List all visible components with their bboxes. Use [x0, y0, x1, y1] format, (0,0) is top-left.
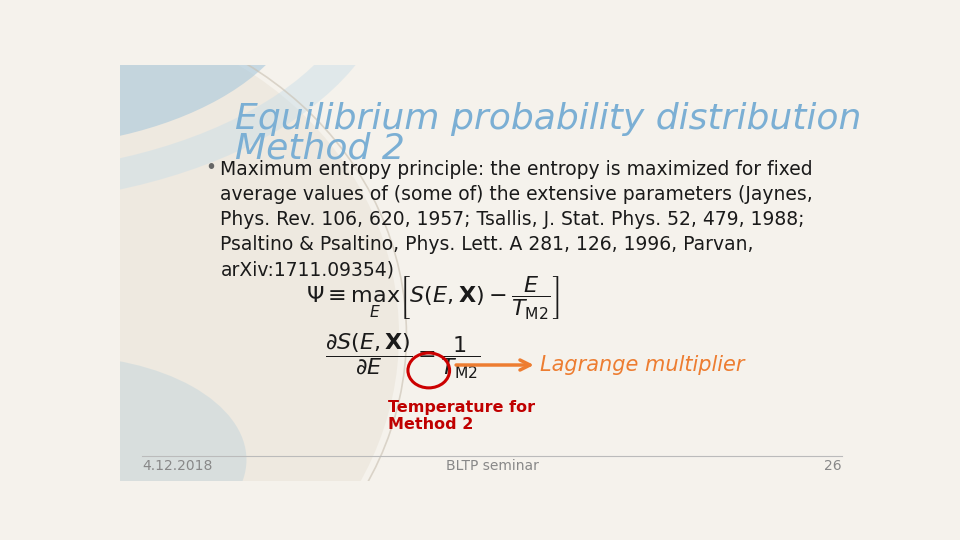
Text: Maximum entropy principle: the entropy is maximized for fixed: Maximum entropy principle: the entropy i… [221, 160, 813, 179]
Text: Method 2: Method 2 [235, 131, 405, 165]
Text: Equilibrium probability distribution: Equilibrium probability distribution [235, 102, 862, 136]
Text: 26: 26 [824, 458, 842, 472]
Text: •: • [205, 158, 217, 177]
Ellipse shape [0, 13, 399, 540]
Text: Lagrange multiplier: Lagrange multiplier [540, 355, 745, 375]
Ellipse shape [0, 0, 306, 148]
Text: Phys. Rev. 106, 620, 1957; Tsallis, J. Stat. Phys. 52, 479, 1988;: Phys. Rev. 106, 620, 1957; Tsallis, J. S… [221, 210, 804, 230]
Text: $\Psi \equiv \underset{E}{\max}\left[S(E,\mathbf{X}) - \dfrac{E}{T_{\mathrm{M2}}: $\Psi \equiv \underset{E}{\max}\left[S(E… [305, 274, 560, 321]
Text: $\dfrac{\partial S(E,\mathbf{X})}{\partial E} = \dfrac{1}{T_{\mathrm{M2}}}$: $\dfrac{\partial S(E,\mathbf{X})}{\parti… [325, 331, 480, 381]
Text: Temperature for
Method 2: Temperature for Method 2 [388, 400, 535, 432]
Text: average values of (some of) the extensive parameters (Jaynes,: average values of (some of) the extensiv… [221, 185, 813, 204]
Ellipse shape [0, 356, 247, 540]
Text: BLTP seminar: BLTP seminar [445, 458, 539, 472]
Text: arXiv:1711.09354): arXiv:1711.09354) [221, 260, 395, 279]
Text: Psaltino & Psaltino, Phys. Lett. A 281, 126, 1996, Parvan,: Psaltino & Psaltino, Phys. Lett. A 281, … [221, 235, 754, 254]
Text: 4.12.2018: 4.12.2018 [142, 458, 213, 472]
